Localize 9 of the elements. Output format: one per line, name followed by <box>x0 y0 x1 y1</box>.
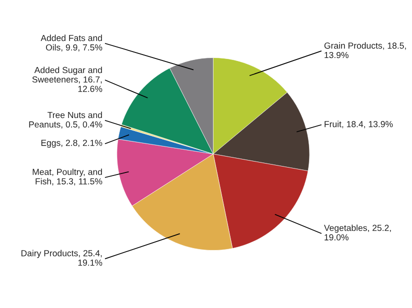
slice-label: Grain Products, 18.5, 13.9% <box>324 42 406 58</box>
slice-label: Eggs, 2.8, 2.1% <box>41 140 102 148</box>
slice-label: Dairy Products, 25.4, 19.1% <box>21 250 102 266</box>
slice-label: Vegetables, 25.2, 19.0% <box>324 224 391 240</box>
slice-label: Added Fats and Oils, 9.9, 7.5% <box>40 34 102 52</box>
slice-label: Fruit, 18.4, 13.9% <box>324 120 393 128</box>
slice-label: Meat, Poultry, and Fish, 15.3, 11.5% <box>32 168 102 186</box>
slice-label: Added Sugar and Sweeteners, 16.7, 12.6% <box>32 66 102 92</box>
slice-label: Tree Nuts and Peanuts, 0.5, 0.4% <box>29 112 102 129</box>
